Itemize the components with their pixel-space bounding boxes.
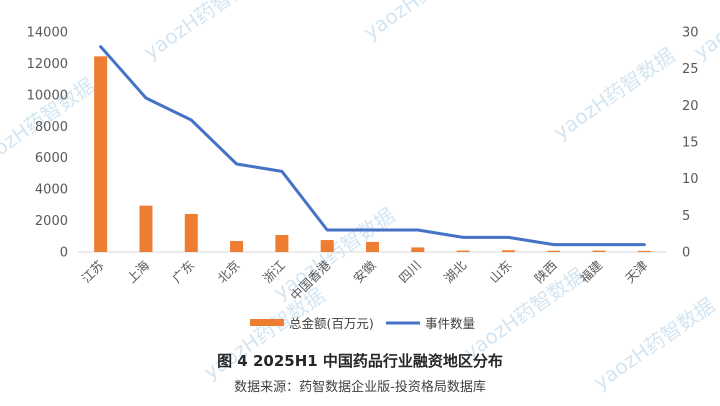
- y-left-tick-label: 12000: [27, 57, 68, 72]
- bar-amount: [637, 250, 651, 252]
- y-left-tick-label: 4000: [35, 183, 68, 198]
- y-left-tick-label: 8000: [35, 120, 68, 135]
- watermark-text: yaozH药智数据: [139, 0, 269, 64]
- watermark-text: yaozH药智数据: [459, 263, 589, 364]
- x-category-label: 湖北: [441, 257, 470, 286]
- y-left-tick-label: 14000: [27, 26, 68, 41]
- y-left-tick-label: 0: [60, 246, 68, 261]
- bar-amount: [275, 235, 289, 252]
- bar-amount: [139, 205, 153, 252]
- x-category-label: 山东: [486, 258, 514, 286]
- y-left-tick-label: 10000: [27, 88, 68, 103]
- y-right-tick-label: 20: [682, 99, 699, 114]
- bar-amount: [320, 240, 334, 252]
- legend-label-amount: 总金额(百万元): [289, 316, 374, 331]
- bar-amount: [456, 250, 470, 252]
- bar-amount: [366, 241, 379, 252]
- watermark-text: yaozH药智数据: [359, 0, 489, 44]
- chart-subtitle: 数据来源：药智数据企业版-投资格局数据库: [234, 379, 486, 395]
- bar-amount: [592, 250, 606, 252]
- x-category-label: 江苏: [78, 258, 106, 286]
- x-category-label: 广东: [169, 258, 197, 286]
- y-left-tick-label: 6000: [35, 151, 68, 166]
- bar-amount: [94, 56, 108, 252]
- x-category-label: 天津: [622, 258, 650, 286]
- y-right-tick-label: 15: [682, 136, 699, 151]
- watermark-text: yaozH药智数据: [269, 203, 399, 304]
- x-category-label: 四川: [396, 258, 424, 286]
- bar-amount: [411, 247, 425, 252]
- y-right-tick-label: 30: [682, 26, 699, 41]
- x-category-label: 北京: [214, 258, 242, 286]
- bar-amount: [184, 213, 198, 252]
- watermark-text: yaozH药智数据: [549, 43, 679, 144]
- bar-amount: [501, 250, 515, 252]
- x-category-label: 安徽: [350, 257, 379, 286]
- y-right-tick-label: 25: [682, 62, 699, 77]
- y-left-tick-label: 2000: [35, 214, 68, 229]
- legend-swatch-amount: [250, 319, 284, 326]
- x-category-label: 上海: [124, 257, 153, 286]
- watermark-text: yaozH药智数据: [589, 293, 719, 394]
- y-right-tick-label: 5: [682, 209, 690, 224]
- bar-amount: [230, 241, 244, 252]
- bar-amount: [547, 250, 561, 252]
- chart-title: 图 4 2025H1 中国药品行业融资地区分布: [217, 352, 503, 370]
- y-right-tick-label: 10: [682, 172, 699, 187]
- y-right-tick-label: 0: [682, 246, 690, 261]
- legend-label-count: 事件数量: [425, 316, 475, 331]
